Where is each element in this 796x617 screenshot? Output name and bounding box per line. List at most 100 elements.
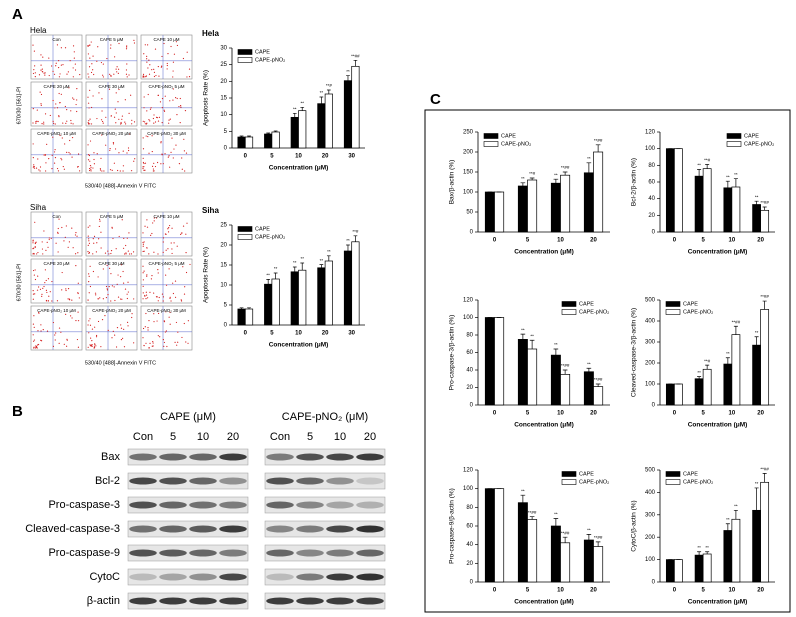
flow-dot (50, 237, 52, 239)
blot-band (219, 525, 247, 533)
significance-mark: ** (327, 249, 331, 254)
legend-label: CAPE (683, 471, 698, 477)
flow-dot (164, 153, 166, 155)
blot-band (326, 453, 354, 461)
flow-dot (33, 247, 35, 249)
error-bar (705, 364, 710, 370)
flow-dot (169, 323, 171, 325)
y-axis-label: Apoptosis Rate (%) (203, 247, 210, 303)
flow-dot (116, 66, 118, 68)
legend-label: CAPE (501, 133, 516, 139)
flow-dot (146, 110, 148, 112)
flow-dot (188, 76, 191, 78)
flow-dot (74, 234, 77, 236)
flow-dot (122, 270, 124, 273)
flow-dot (131, 316, 133, 319)
flow-dot (181, 232, 183, 234)
flow-dot (182, 57, 185, 60)
bar (290, 116, 299, 149)
flow-dot (96, 60, 98, 62)
flow-dot (77, 282, 79, 284)
flow-dot (184, 286, 186, 288)
flow-dot (143, 241, 145, 243)
bar (550, 182, 561, 233)
flow-dot (46, 143, 48, 146)
flow-frame (85, 34, 138, 80)
flow-dot (88, 332, 90, 334)
flow-dot (69, 153, 71, 155)
flow-frame (30, 128, 83, 174)
flow-dot (71, 317, 73, 319)
blot-strip (127, 568, 249, 586)
x-tick-label: 10 (557, 411, 564, 417)
flow-dot (43, 230, 45, 232)
bar (593, 151, 604, 233)
blot-band (356, 453, 384, 461)
flow-dot (161, 107, 163, 109)
blot-protein-label: Pro-caspase-3 (48, 499, 120, 511)
error-bar (595, 383, 601, 387)
flow-dot (89, 123, 91, 125)
flow-dot (143, 344, 145, 347)
significance-mark: ** (293, 260, 297, 265)
flow-dot (36, 253, 38, 255)
flow-dot (176, 97, 178, 100)
flow-dot (87, 346, 89, 348)
flow-dot (149, 64, 151, 66)
flow-dot (183, 322, 185, 325)
bar (731, 186, 741, 233)
flow-dot (89, 57, 91, 59)
flow-plot: CAPE 30 μM (85, 258, 138, 304)
flow-plot: Con (30, 34, 83, 80)
flow-dot (69, 299, 71, 301)
flow-dot (182, 266, 184, 268)
blot-strip (127, 448, 249, 466)
flow-dot (89, 324, 92, 326)
error-bar (300, 106, 305, 111)
flow-dot (90, 106, 93, 109)
flow-dot (121, 298, 123, 300)
flow-dot (115, 122, 117, 124)
flow-dot (163, 345, 165, 347)
error-bar (529, 516, 535, 520)
blot-band (296, 453, 324, 461)
flow-dot (44, 113, 47, 115)
blot-band (159, 525, 187, 533)
blot-band (296, 525, 324, 533)
flow-condition: CAPE 5 μM (100, 214, 124, 219)
blot-strip (127, 472, 249, 490)
flow-dot (36, 120, 38, 122)
flow-dot (120, 121, 122, 124)
flow-dot (52, 136, 54, 138)
blot-band (266, 525, 294, 533)
flow-dot (157, 120, 160, 122)
flow-dot (171, 137, 173, 139)
bar (290, 271, 299, 326)
flow-dot (143, 53, 145, 55)
significance-mark: **# (704, 158, 711, 163)
flow-dot (41, 70, 43, 73)
x-tick-label: 5 (526, 588, 530, 594)
flow-dot (153, 114, 155, 116)
bar (343, 80, 353, 149)
flow-dot (127, 250, 129, 252)
flow-dot (148, 119, 150, 121)
flow-dot (59, 73, 61, 75)
flow-dot (144, 123, 146, 125)
flow-frame (85, 305, 138, 351)
flow-dot (32, 298, 34, 300)
flow-dot (52, 70, 54, 72)
error-bar (762, 300, 767, 310)
bar (494, 191, 505, 233)
flow-dot (95, 334, 98, 337)
flow-dot (175, 321, 178, 324)
x-axis-label: Concentration (μM) (269, 165, 329, 172)
blot-lane-label: 5 (307, 431, 313, 443)
flow-dot (142, 157, 144, 159)
x-tick-label: 20 (590, 411, 597, 417)
flow-dot (88, 44, 90, 46)
flow-dot (96, 153, 98, 155)
flow-dot (118, 88, 120, 91)
y-tick-label: 0 (470, 230, 474, 236)
error-bar (266, 132, 271, 134)
